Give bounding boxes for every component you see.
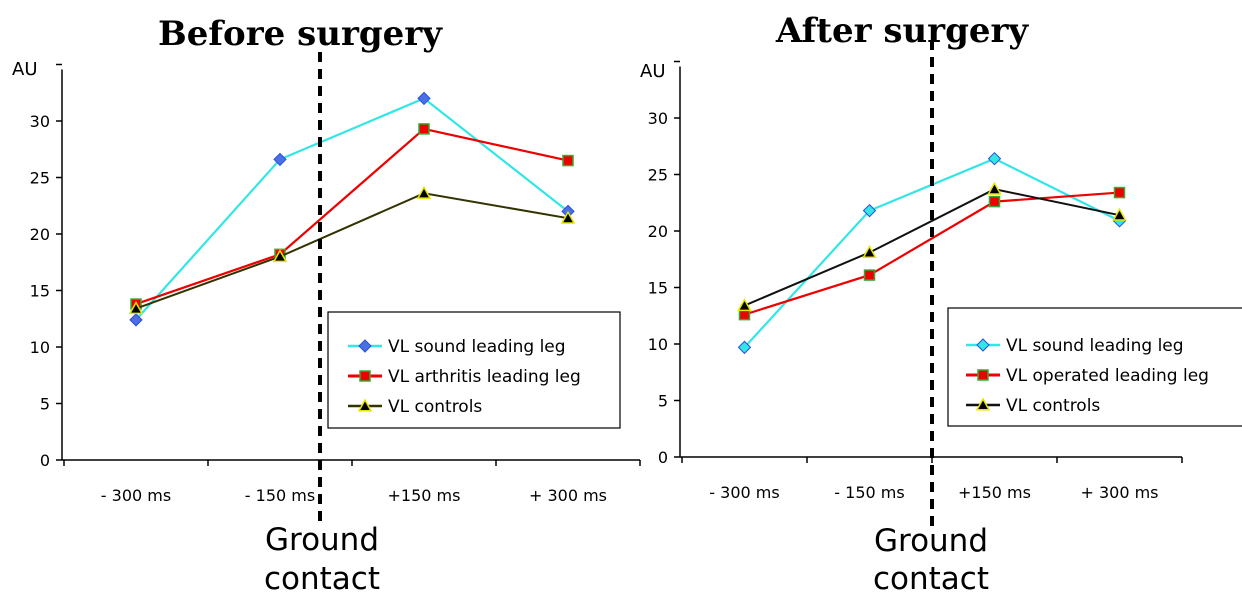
data-point [862,244,877,259]
data-point [988,195,1001,208]
y-tick-label: 10 [648,335,668,354]
y-tick-label: 25 [648,166,668,185]
data-point [737,340,752,355]
series-line-1 [135,97,569,321]
x-tick-label: + 300 ms [529,486,607,505]
series-line-3 [135,192,569,310]
legend-box [947,307,1242,427]
data-point [129,313,143,327]
y-tick-label: 10 [30,338,50,357]
y-tick-label: 30 [648,109,668,128]
legend-label: VL operated leading leg [1006,366,1209,386]
ground-contact-label-line1: Ground [874,523,988,559]
data-point [418,123,430,135]
ground-contact-label-line1: Ground [265,522,379,558]
data-point [1112,207,1127,221]
series-line-3 [744,188,1120,307]
data-point [987,181,1002,195]
legend-label: VL sound leading leg [388,337,566,357]
y-axis-label: AU [12,59,38,80]
data-point [862,203,877,218]
x-tick-label: - 300 ms [709,483,779,502]
legend-box [327,311,621,429]
chart-title: After surgery [775,11,1030,51]
chart-before-surgery: Before surgery AU 0 5 10 15 20 25 30 - 300 ms - … [12,14,641,594]
chart-after-surgery: After surgery AU 0 5 10 15 20 25 30 - 300 ms - 1… [640,11,1242,594]
x-tick-label: +150 ms [388,486,461,505]
legend-marker [977,369,989,381]
y-tick-label: 5 [40,395,50,414]
ground-contact-label-line2: contact [873,561,989,594]
series-line-2 [744,191,1120,316]
data-point [560,210,576,224]
legend-marker [357,398,373,412]
y-tick-label: 15 [648,279,668,298]
y-tick-label: 20 [30,225,50,244]
y-tick-label: 15 [30,282,50,301]
series-line-2 [135,127,569,306]
data-point [562,154,574,167]
y-tick-label: 20 [648,222,668,241]
y-tick-label: 25 [30,169,50,188]
data-point [737,298,752,312]
x-tick-label: - 150 ms [245,486,315,505]
legend-label: VL controls [1006,396,1100,416]
x-tick-label: - 300 ms [101,486,171,505]
legend-label: VL arthritis leading leg [388,367,581,387]
data-point [273,152,287,167]
legend-marker [359,370,371,382]
x-tick-label: +150 ms [958,483,1031,502]
data-point [987,151,1002,166]
ground-contact-label-line2: contact [264,561,380,594]
data-point [863,269,876,281]
data-point [128,301,144,315]
data-point [416,185,432,199]
y-tick-label: 0 [658,448,668,467]
x-tick-label: + 300 ms [1080,483,1158,502]
data-point [272,249,288,263]
data-point [417,91,431,106]
data-point [1113,186,1126,199]
y-tick-label: 0 [40,451,50,470]
legend-label: VL sound leading leg [1006,336,1184,356]
legend-label: VL controls [388,397,482,417]
legend-marker [975,397,991,411]
legend-marker [358,339,372,353]
y-tick-label: 5 [658,392,668,411]
x-tick-label: - 150 ms [834,483,904,502]
legend-marker [976,338,990,352]
chart-title: Before surgery [158,14,443,54]
y-tick-label: 30 [30,112,50,131]
y-axis-label: AU [640,61,666,82]
